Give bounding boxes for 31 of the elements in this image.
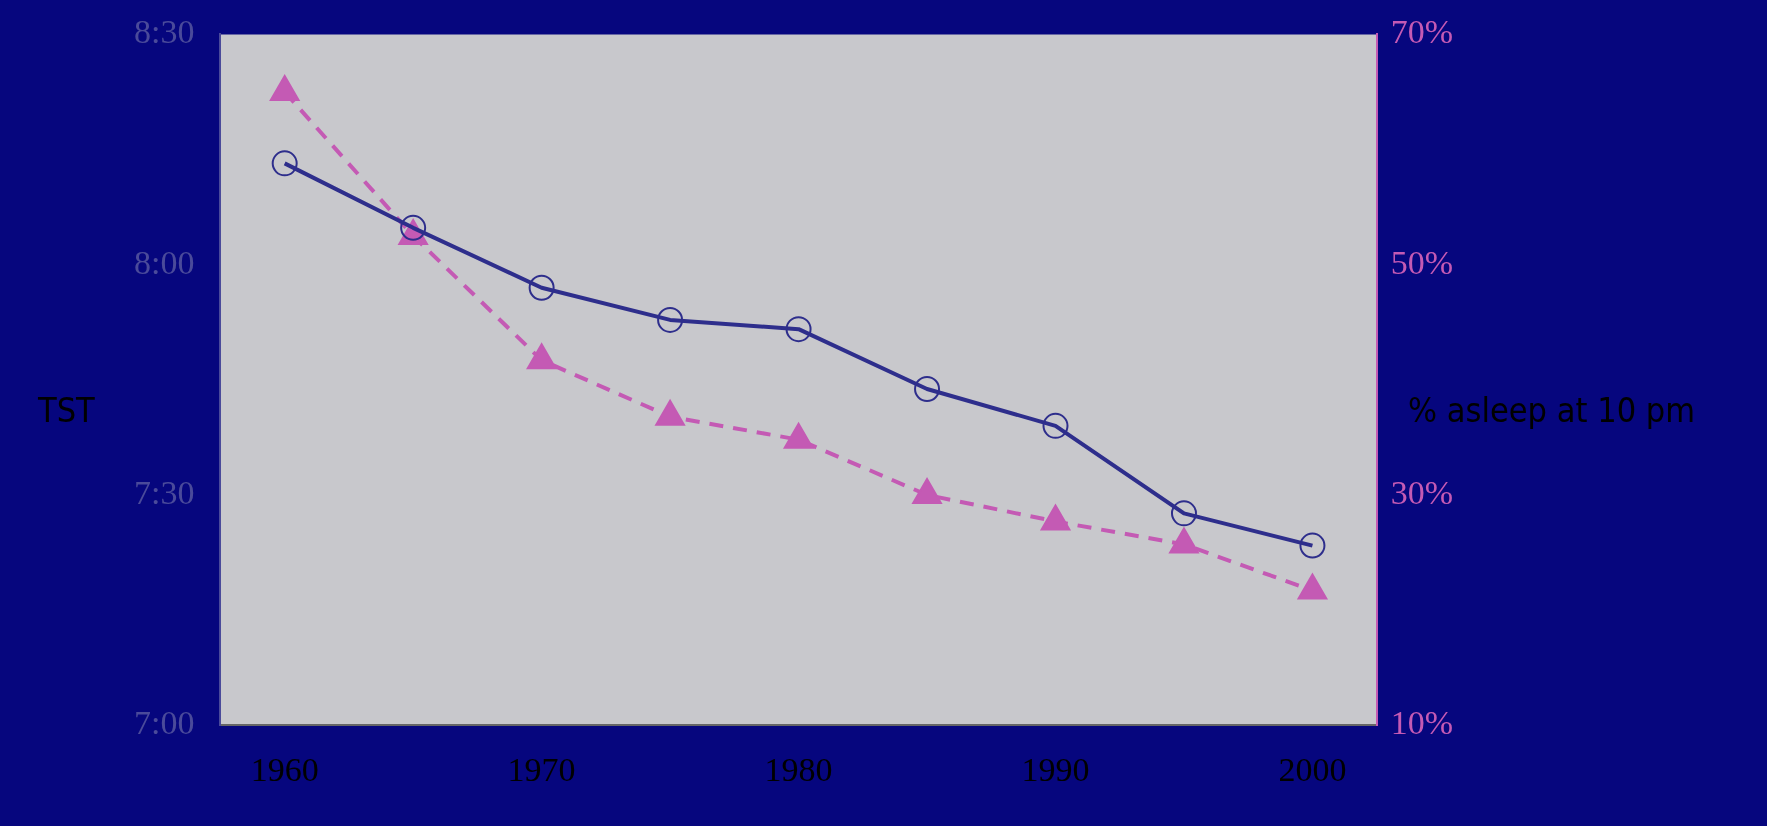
y2-tick-label: 30% xyxy=(1390,473,1454,511)
x-tick-label: 1960 xyxy=(250,750,319,788)
point xyxy=(526,343,557,370)
y-tick-label: 8:30 xyxy=(133,13,195,51)
y-tick-label: 7:30 xyxy=(133,473,195,511)
point xyxy=(655,399,685,426)
y2-tick-label: 70% xyxy=(1390,13,1454,51)
x-tick-label: 1990 xyxy=(1021,750,1090,788)
point xyxy=(785,316,812,343)
point xyxy=(783,422,814,449)
x-tick-label: 2000 xyxy=(1278,750,1347,788)
y2-tick-label: 10% xyxy=(1390,704,1454,742)
point xyxy=(1170,500,1197,527)
point xyxy=(1299,532,1326,559)
point xyxy=(1297,573,1328,600)
point xyxy=(1169,527,1199,554)
point xyxy=(914,376,941,403)
point xyxy=(1042,412,1069,439)
y2-tick-label: 50% xyxy=(1390,243,1454,281)
y2-axis-title: % asleep at 10 pm xyxy=(1408,390,1696,430)
point xyxy=(1040,504,1071,531)
y-tick-label: 7:00 xyxy=(133,704,195,742)
point xyxy=(657,306,684,333)
point xyxy=(269,74,300,101)
x-tick-label: 1970 xyxy=(507,750,576,788)
point xyxy=(528,274,555,301)
y-tick-label: 8:00 xyxy=(133,243,195,281)
x-tick-label: 1980 xyxy=(764,750,833,788)
point xyxy=(271,150,298,177)
point xyxy=(912,477,942,504)
y-axis-title: TST xyxy=(38,390,95,430)
